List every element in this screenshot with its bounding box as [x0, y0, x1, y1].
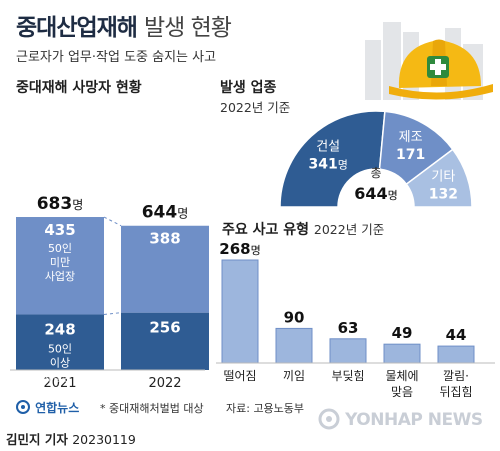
watermark-logo-icon [318, 408, 340, 430]
type-label-0: 떨어짐 [223, 369, 256, 383]
value-label-small-2021: 435 [44, 221, 75, 239]
industry-title: 발생 업종 [220, 80, 277, 96]
hardhat-illustration [365, 22, 493, 100]
donut-center-label: 총 [370, 166, 381, 180]
value-label-small-2022: 388 [149, 230, 180, 248]
type-value-4: 44 [446, 326, 467, 344]
donut-slice-2 [405, 148, 473, 208]
donut-center-value: 644명 [354, 184, 398, 203]
connector-total [103, 216, 122, 227]
stacked-bar-small-2021 [16, 217, 104, 315]
byline: 김민지 기자 20230119 [6, 429, 136, 448]
industry-section-title: 발생 업종 2022년 기준 [220, 77, 290, 116]
donut-label-1: 제조 [399, 130, 423, 145]
category-label-2022: 2022 [148, 376, 181, 391]
type-bar-4 [437, 345, 475, 364]
footnote: * 중대재해처벌법 대상 [100, 402, 204, 415]
donut-value-2: 132 [429, 187, 458, 203]
stacked-bar-small-2022 [121, 225, 209, 313]
type-value-3: 49 [392, 324, 413, 342]
total-label-2021: 683명 [37, 194, 84, 214]
watermark: YONHAP NEWS [318, 408, 483, 430]
value-label-large-2021: 248 [44, 320, 75, 338]
industry-basis: 2022년 기준 [220, 100, 291, 115]
type-label-4: 깔림· 뒤집힘 [439, 369, 472, 399]
value-label-large-2022: 256 [149, 319, 180, 337]
yonhap-logo-icon [16, 400, 30, 414]
type-label-3: 물체에 맞음 [385, 369, 418, 399]
watermark-text: YONHAP NEWS [345, 410, 483, 430]
types-title: 주요 사고 유형 [222, 222, 310, 238]
hardhat-icon [389, 39, 493, 100]
stacked-bar-large-2022 [121, 312, 209, 370]
series-label-small: 50인 미만 사업장 [45, 242, 75, 283]
title-bold: 중대산업재해 [16, 15, 138, 41]
type-label-1: 끼임 [283, 369, 305, 383]
category-label-2021: 2021 [43, 376, 76, 391]
type-bar-0 [221, 259, 259, 364]
donut-value-0: 341명 [308, 157, 347, 173]
type-value-0: 268명 [219, 240, 260, 258]
stacked-bar-large-2021 [16, 314, 104, 370]
publish-date: 20230119 [72, 432, 136, 447]
type-bar-3 [383, 343, 421, 364]
donut-label-0: 건설 [316, 140, 340, 155]
total-label-2022: 644명 [142, 203, 189, 223]
donut-slice-0 [280, 110, 386, 208]
industry-donut-chart: 건설 341명 제조 171 기타 132 총 644명 [280, 110, 473, 208]
author: 김민지 기자 [6, 432, 68, 447]
deaths-stacked-chart: 435 248 2021 683명 388 256 2022 644명 50인 미만 사업장 50인 이… [10, 194, 209, 391]
page-subtitle: 근로자가 업무·작업 도중 숨지는 사고 [16, 50, 217, 65]
source-note: 자료: 고용노동부 [226, 402, 305, 415]
yonhap-logo-text: 연합뉴스 [35, 401, 80, 415]
types-section-title: 주요 사고 유형 2022년 기준 [222, 219, 384, 239]
types-basis: 2022년 기준 [313, 222, 385, 237]
type-label-2: 부딪힘 [331, 369, 364, 383]
title-light: 발생 현황 [143, 15, 232, 41]
page-title: 중대산업재해 발생 현황 [16, 8, 232, 42]
type-bar-1 [275, 327, 313, 364]
type-value-2: 63 [338, 319, 359, 337]
yonhap-logo: 연합뉴스 [16, 397, 79, 416]
series-label-large: 50인 이상 사업장* [42, 342, 78, 383]
connector-mid [103, 312, 122, 315]
type-value-1: 90 [284, 308, 305, 326]
donut-label-2: 기타 [431, 170, 455, 185]
type-bar-2 [329, 338, 367, 364]
donut-value-1: 171 [396, 147, 425, 163]
deaths-section-title: 중대재해 사망자 현황 [16, 80, 142, 96]
